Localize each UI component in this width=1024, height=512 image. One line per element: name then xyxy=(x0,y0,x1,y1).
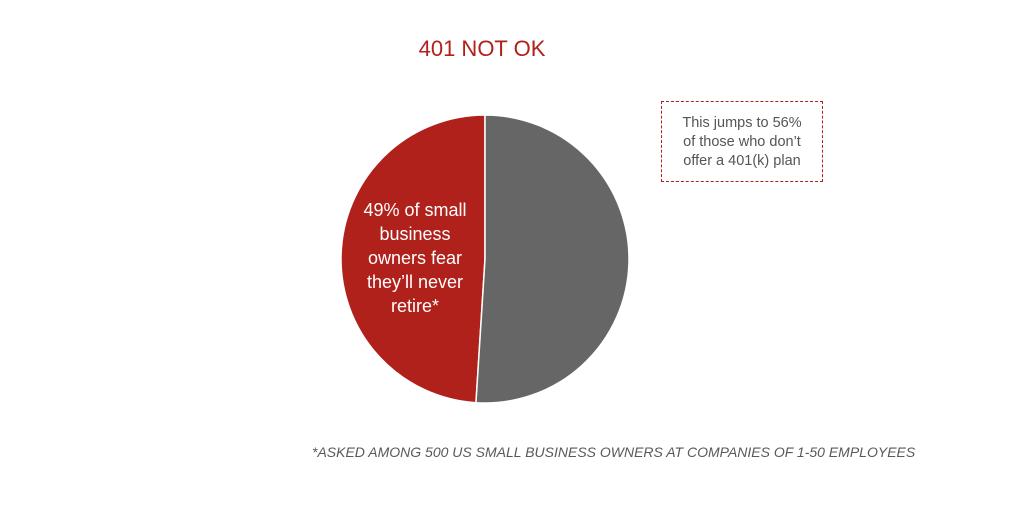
callout: This jumps to 56% of those who don’t off… xyxy=(661,101,823,182)
footnote: *ASKED AMONG 500 US SMALL BUSINESS OWNER… xyxy=(312,444,916,460)
chart-title: 401 NOT OK xyxy=(418,36,546,61)
pie-slice xyxy=(475,114,630,404)
slice-annotation: 49% of small business owners fear they’l… xyxy=(363,200,467,316)
pie-slice xyxy=(340,114,486,404)
